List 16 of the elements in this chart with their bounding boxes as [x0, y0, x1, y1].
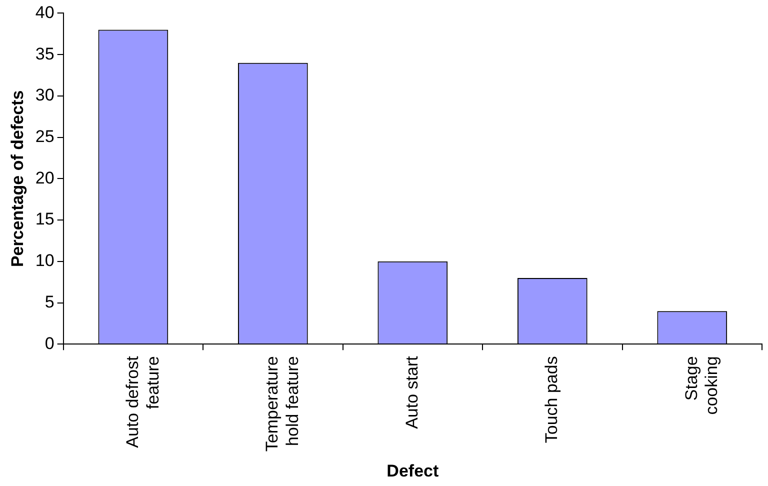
y-tick-label: 0 — [44, 334, 54, 353]
x-tick-label: Auto defrost feature — [122, 356, 162, 448]
x-tick-label: Auto start — [402, 356, 422, 429]
x-tick-label: Temperature hold feature — [262, 356, 302, 452]
y-tick-label: 15 — [35, 210, 54, 229]
y-tick-label: 35 — [35, 44, 54, 64]
y-tick-label: 20 — [35, 168, 54, 188]
y-tick-label: 40 — [35, 2, 54, 22]
y-tick-label: 25 — [35, 127, 54, 146]
y-tick-label: 30 — [35, 86, 54, 105]
y-tick-label: 10 — [35, 251, 54, 270]
x-tick-label: Stage cooking — [682, 356, 722, 415]
x-axis-title: Defect — [386, 461, 439, 480]
x-tick-label: Touch pads — [542, 356, 562, 444]
y-tick-label: 5 — [44, 292, 54, 312]
y-axis-title: Percentage of defects — [8, 90, 27, 268]
